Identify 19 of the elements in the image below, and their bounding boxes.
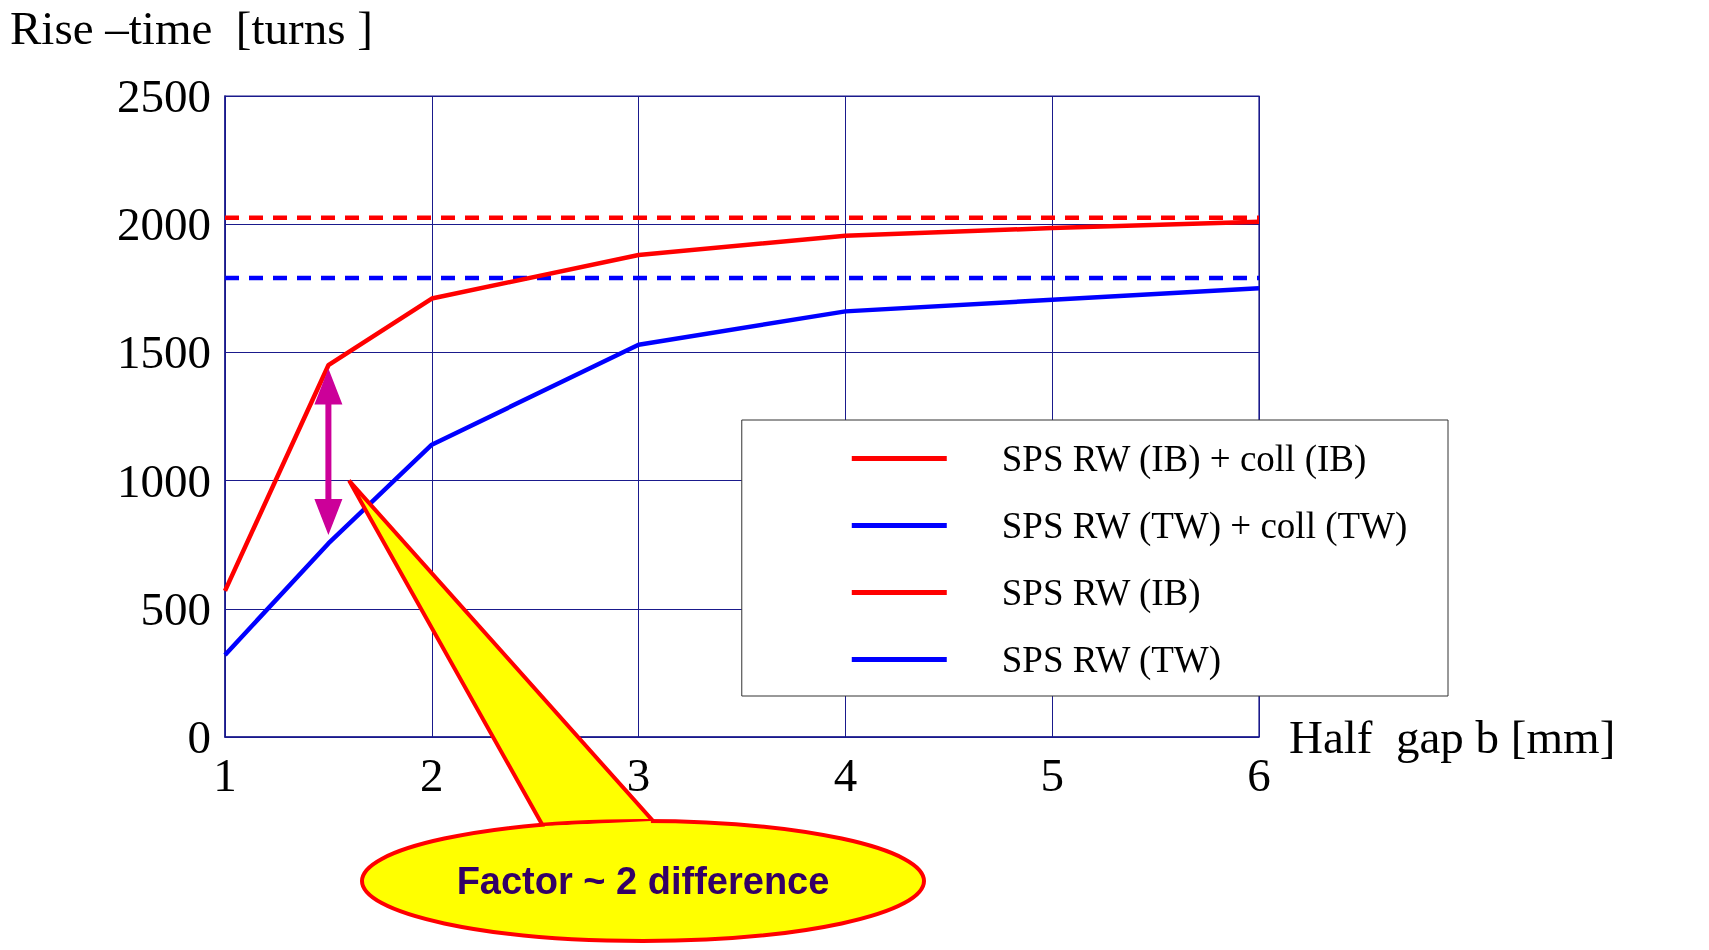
- x-tick-label: 2: [420, 748, 444, 801]
- x-tick-label: 5: [1040, 748, 1064, 801]
- legend-label: SPS RW (IB): [1001, 572, 1201, 614]
- x-tick-label: 3: [626, 748, 651, 801]
- legend-label: SPS RW (TW) + coll (TW): [1001, 505, 1408, 547]
- legend-label: SPS RW (IB) + coll (IB): [1001, 438, 1367, 480]
- x-tick-label: 4: [833, 748, 858, 801]
- y-tick-label: 1500: [117, 326, 211, 379]
- y-tick-label: 500: [140, 582, 211, 635]
- legend-label: SPS RW (TW): [1001, 639, 1222, 681]
- x-tick-label: 1: [213, 748, 237, 801]
- x-axis-title: Half gap b [mm]: [1289, 711, 1616, 763]
- y-axis-title: Rise –time [turns ]: [10, 1, 373, 54]
- y-tick-label: 2500: [117, 70, 211, 122]
- y-tick-label: 2000: [117, 198, 211, 251]
- text: Factor ~ 2 difference: [456, 860, 830, 902]
- y-tick-label: 1000: [117, 454, 211, 507]
- y-tick-label: 0: [187, 711, 211, 763]
- x-tick-label: 6: [1247, 748, 1271, 801]
